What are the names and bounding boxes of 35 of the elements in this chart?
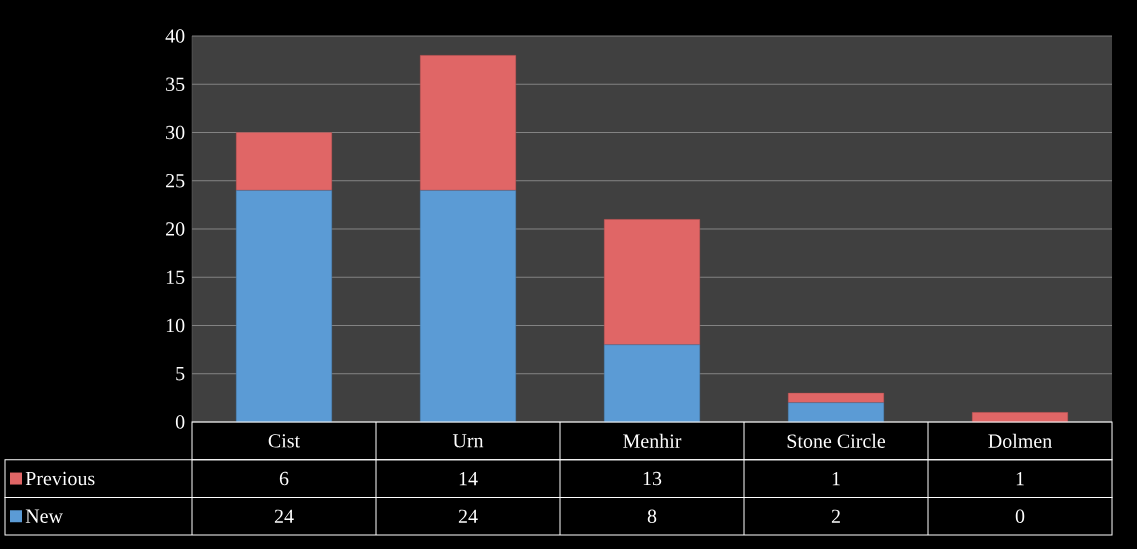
- bar: [235, 132, 333, 191]
- data-label: 13: [643, 471, 662, 486]
- bar: [603, 344, 701, 423]
- data-label: 24: [274, 509, 294, 523]
- bar: [971, 412, 1069, 423]
- y-tick-label: 5: [176, 367, 185, 381]
- data-label: 0: [1015, 509, 1025, 523]
- y-tick-label: 15: [166, 270, 185, 284]
- y-tick-label: 0: [175, 415, 185, 429]
- data-label: 14: [459, 471, 478, 486]
- x-tick-label: Urn: [452, 434, 484, 448]
- bar: [235, 190, 333, 423]
- y-tick-label: 25: [166, 174, 185, 188]
- data-label: 6: [279, 471, 289, 486]
- data-label: 8: [647, 509, 657, 523]
- y-tick-label: 40: [165, 29, 185, 43]
- bar: [419, 55, 517, 191]
- y-tick-label: 10: [166, 318, 185, 333]
- data-label: 1: [1016, 471, 1024, 486]
- x-tick-label: Cist: [268, 434, 301, 448]
- legend-label: New: [25, 509, 63, 523]
- x-tick-label: Menhir: [623, 433, 682, 448]
- y-tick-label: 30: [166, 125, 185, 140]
- y-tick-label: 35: [166, 77, 185, 91]
- y-tick-label: 20: [166, 222, 185, 236]
- x-tick-label: Dolmen: [988, 433, 1052, 448]
- legend-label: Previous: [25, 471, 95, 486]
- data-label: 1: [832, 471, 840, 486]
- data-label: 2: [831, 509, 840, 523]
- x-tick-label: Stone Circle: [787, 433, 886, 448]
- bar: [419, 190, 517, 423]
- bar: [787, 392, 885, 403]
- bar: [787, 402, 885, 423]
- data-label: 24: [458, 509, 478, 523]
- bar: [603, 219, 701, 345]
